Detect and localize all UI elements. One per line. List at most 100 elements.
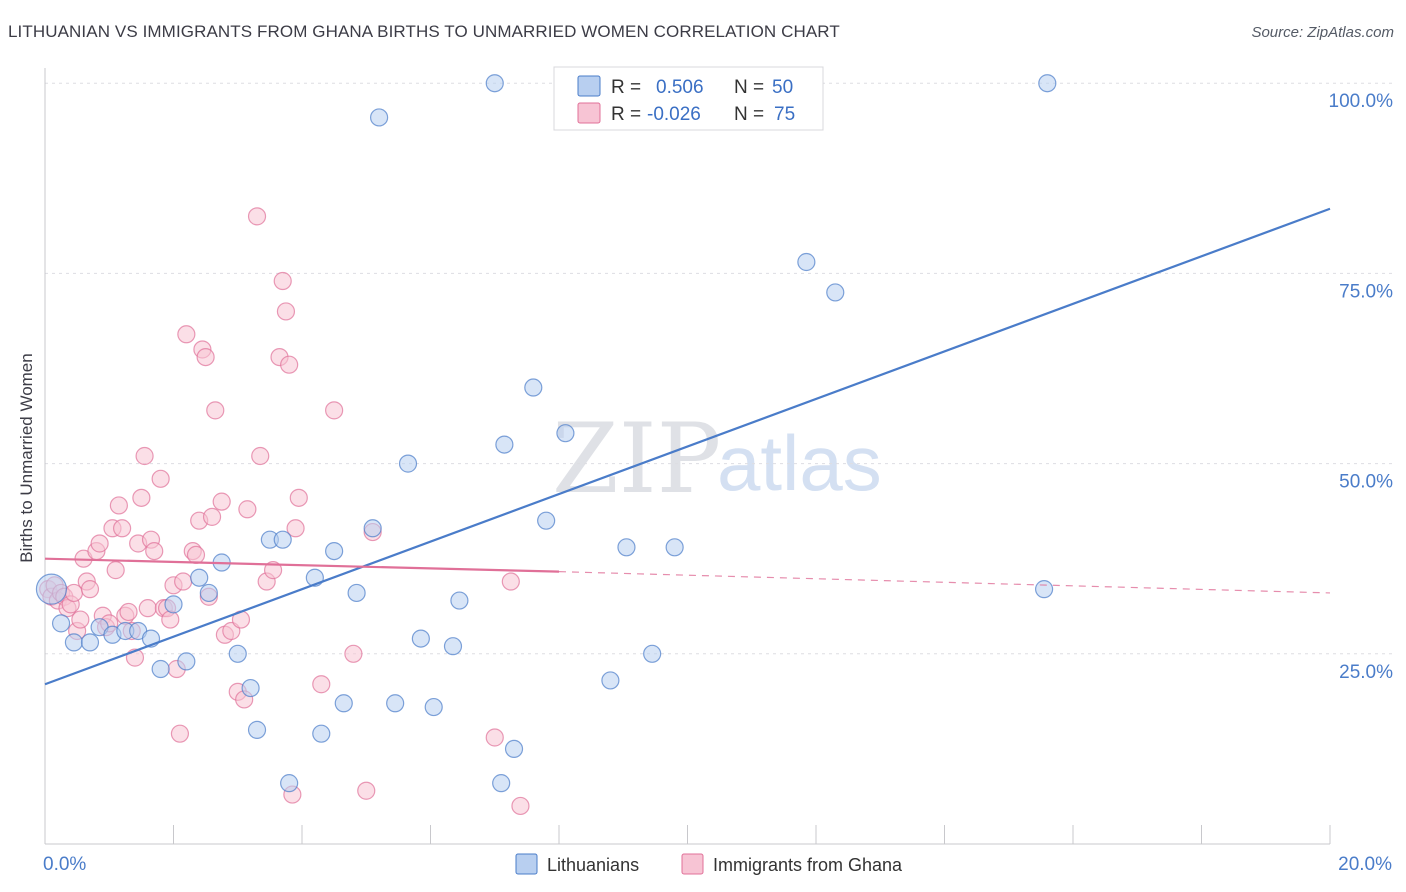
ghana-point-64 (280, 355, 299, 374)
y-tick-label-3: 100.0% (1329, 91, 1394, 112)
ghana-points (39, 207, 530, 816)
lithuanian-point-20 (280, 774, 299, 793)
ghana-point-57 (247, 207, 267, 226)
lithuanian-point-44 (665, 538, 684, 557)
ghana-point-36 (161, 610, 180, 629)
lithuanian-point-42 (617, 538, 636, 557)
ghana-point-74 (501, 572, 520, 591)
source-credit: Source: ZipAtlas.com (1251, 24, 1394, 41)
watermark: ZIP atlas (552, 403, 882, 515)
stats-legend: R = 0.506 N = 50 R = -0.026 N = 75 (553, 66, 824, 131)
lithuanian-point-30 (411, 629, 430, 648)
lithuanian-point-48 (1034, 580, 1054, 599)
ghana-point-21 (109, 496, 128, 515)
ghana-point-13 (80, 580, 100, 599)
lithuanian-point-35 (492, 774, 511, 793)
lithuanian-point-46 (797, 252, 816, 272)
lithuanian-point-13 (199, 583, 218, 603)
ghana-point-73 (485, 728, 504, 747)
lithuanian-point-31 (424, 697, 443, 717)
lithuanian-point-47 (826, 283, 845, 302)
lithuanian-point-17 (247, 720, 267, 739)
lithuanian-point-26 (363, 519, 382, 538)
lithuanian-point-39 (537, 511, 556, 530)
series-legend-swatch-ghana (681, 853, 704, 875)
lithuanian-point-43 (643, 644, 662, 663)
lithuanian-point-19 (273, 530, 292, 549)
ghana-point-75 (511, 796, 530, 816)
ghana-point-10 (71, 610, 90, 629)
watermark-atlas: atlas (717, 419, 882, 507)
ghana-point-29 (135, 446, 154, 466)
ghana-point-66 (286, 519, 305, 538)
lithuanian-point-38 (524, 378, 543, 397)
x-tick-label-left: 0.0% (43, 854, 86, 875)
ghana-point-22 (112, 519, 132, 538)
ghana-trend-line (44, 557, 560, 573)
ghana-point-39 (170, 724, 190, 743)
lithuanian-point-28 (386, 694, 405, 713)
lithuanian-point-22 (312, 724, 331, 743)
ghana-point-33 (151, 469, 170, 488)
legend-r-value-1: 0.506 (656, 77, 704, 98)
chart-title: LITHUANIAN VS IMMIGRANTS FROM GHANA BIRT… (8, 22, 840, 41)
ghana-point-71 (357, 781, 376, 800)
lithuanian-point-24 (334, 694, 353, 713)
series-legend: Lithuanians Immigrants from Ghana (515, 853, 903, 875)
lithuanian-point-2 (64, 633, 84, 652)
legend-r-label-2: R = (611, 104, 641, 125)
ghana-point-46 (196, 347, 215, 367)
ghana-point-58 (251, 446, 270, 466)
legend-n-value-1: 50 (772, 77, 793, 98)
lithuanian-point-16 (241, 678, 260, 698)
ghana-point-68 (312, 675, 331, 694)
y-axis-label: Births to Unmarried Women (17, 353, 36, 562)
series-legend-swatch-lithuanians (515, 853, 538, 875)
lithuanian-trend-line (44, 207, 1331, 686)
ghana-point-63 (276, 302, 296, 321)
ghana-point-24 (119, 602, 138, 622)
lithuanian-point-40 (556, 424, 575, 443)
ghana-point-15 (90, 534, 109, 553)
legend-swatch-lithuanians (577, 75, 601, 97)
lithuanian-point-15 (228, 644, 247, 663)
x-ticks (44, 825, 1331, 844)
ghana-point-32 (145, 541, 164, 561)
ghana-point-48 (202, 507, 222, 526)
lithuanian-point-33 (450, 591, 469, 610)
y-tick-label-1: 50.0% (1339, 472, 1393, 493)
legend-n-label-2: N = (734, 104, 764, 125)
lithuanian-point-10 (164, 595, 183, 614)
y-tick-labels: 25.0% 50.0% 75.0% 100.0% (1329, 91, 1394, 683)
lithuanian-point-49 (1038, 74, 1057, 93)
ghana-point-20 (106, 561, 125, 580)
lithuanian-point-34 (485, 74, 504, 93)
lithuanian-point-36 (495, 435, 514, 454)
legend-n-label-1: N = (734, 77, 764, 98)
lithuanian-point-11 (177, 652, 196, 671)
trend-lines (44, 207, 1331, 686)
legend-r-label-1: R = (611, 77, 641, 98)
ghana-point-67 (289, 488, 308, 507)
ghana-point-60 (263, 561, 283, 580)
lithuanian-point-29 (398, 454, 418, 473)
legend-n-value-2: 75 (774, 104, 795, 125)
ghana-trend-extension (558, 571, 1331, 594)
lithuanian-point-1 (51, 614, 71, 633)
ghana-point-40 (174, 572, 193, 591)
ghana-point-30 (138, 599, 157, 618)
lithuanian-point-23 (325, 541, 344, 561)
legend-swatch-ghana (577, 102, 601, 124)
y-tick-label-0: 25.0% (1339, 662, 1393, 683)
ghana-point-69 (325, 401, 344, 420)
ghana-point-49 (206, 401, 225, 420)
lithuanian-point-32 (443, 637, 463, 656)
lithuanian-points (35, 74, 1057, 793)
x-tick-label-right: 20.0% (1338, 854, 1392, 875)
y-tick-label-2: 75.0% (1339, 281, 1393, 302)
ghana-point-62 (273, 271, 292, 291)
lithuanian-point-37 (504, 739, 524, 759)
lithuanian-point-27 (370, 108, 389, 127)
ghana-point-50 (212, 492, 231, 511)
